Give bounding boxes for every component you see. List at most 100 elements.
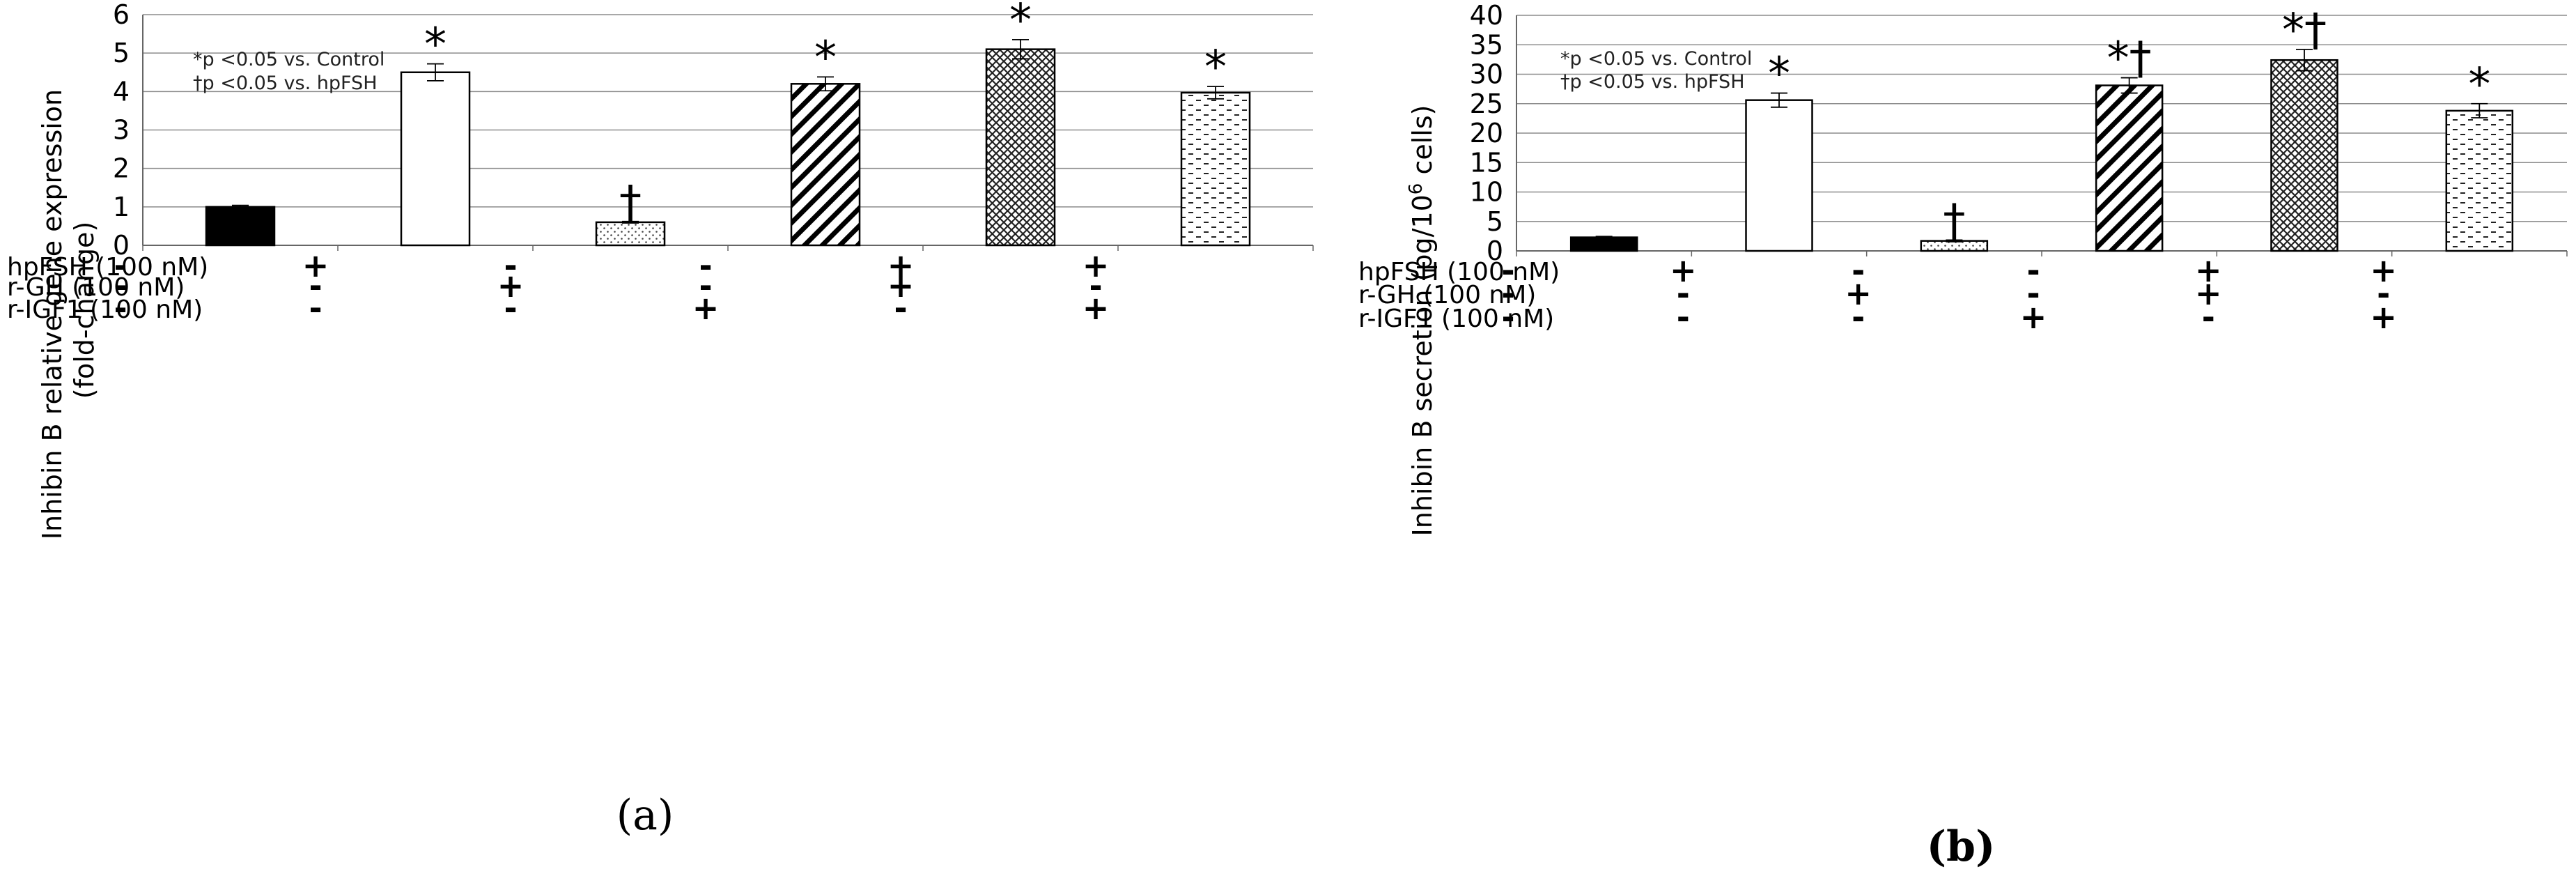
condition-sign: +	[2195, 275, 2222, 312]
condition-sign: -	[2377, 275, 2390, 312]
y-axis-title: Inhibin B relative gene expression (fold…	[37, 81, 100, 539]
significance-marker: *	[2468, 59, 2490, 111]
y-tick-label: 5	[113, 38, 130, 68]
condition-sign: -	[504, 289, 517, 327]
y-axis-title-main: Inhibin B secretion (pg/10	[1407, 194, 1438, 536]
bar	[790, 83, 861, 247]
condition-sign: -	[2026, 252, 2040, 289]
condition-sign: -	[114, 247, 127, 284]
panel-label-b: (b)	[1927, 822, 1996, 871]
bar	[400, 71, 471, 247]
condition-sign: +	[1083, 289, 1110, 327]
y-tick-label: 40	[1470, 0, 1503, 31]
condition-label: r-IGF1 (100 nM)	[7, 295, 203, 324]
gridlines	[1516, 15, 2567, 222]
condition-sign: -	[1501, 298, 1514, 336]
x-axis-tick-marks	[142, 245, 1314, 251]
y-tick-label: 0	[113, 230, 130, 261]
y-tick-label: 6	[113, 0, 130, 30]
y-axis-title-line1: Inhibin B relative gene expression	[37, 89, 68, 539]
condition-sign: -	[699, 247, 712, 284]
x-axis-tick-marks	[1516, 251, 2568, 256]
legend-note-control: *p <0.05 vs. Control	[1560, 48, 1752, 70]
significance-marker: *	[814, 32, 837, 84]
condition-sign: -	[114, 289, 127, 327]
panel-label-a: (a)	[616, 791, 674, 840]
condition-sign: -	[699, 267, 712, 305]
significance-marker: *†	[2282, 5, 2327, 56]
condition-sign: -	[1501, 252, 1514, 289]
legend-note-hpfsh: †p <0.05 vs. hpFSH	[193, 72, 378, 94]
condition-sign: +	[2370, 298, 2397, 336]
condition-sign: -	[1677, 275, 1690, 312]
y-tick-label: 0	[1487, 236, 1503, 266]
condition-table: hpFSH (100 nM)- + - - + +r-GH (100 nM)- - + - + -r…	[1358, 252, 2397, 336]
error-bars	[232, 38, 1224, 224]
bar	[1745, 99, 1813, 252]
condition-label: r-GH (100 nM)	[7, 273, 185, 302]
bar	[2445, 109, 2514, 252]
significance-marker: *	[424, 20, 447, 71]
y-tick-label: 25	[1470, 89, 1503, 119]
y-tick-label: 4	[113, 76, 130, 107]
y-tick-label: 2	[113, 153, 130, 184]
y-axis-title-superscript: 6	[1406, 183, 1427, 195]
y-tick-labels: 0 1 2 3 4 5 6	[113, 0, 130, 261]
condition-sign: +	[1083, 247, 1110, 284]
condition-sign: -	[1501, 275, 1514, 312]
significance-markers: *†*†*†*	[1768, 5, 2490, 247]
bar	[1569, 236, 1638, 252]
bar	[205, 206, 276, 247]
condition-label: hpFSH (100 nM)	[7, 253, 208, 282]
condition-label: r-IGF1 (100 nM)	[1358, 305, 1554, 333]
gridlines	[143, 14, 1313, 208]
condition-label: hpFSH (100 nM)	[1358, 258, 1560, 286]
condition-sign: -	[1677, 298, 1690, 336]
significance-markers: * † * * *	[424, 0, 1227, 229]
bar	[1180, 91, 1251, 247]
y-tick-label: 1	[113, 192, 130, 222]
legend-note-control: *p <0.05 vs. Control	[193, 49, 385, 70]
condition-sign: +	[497, 267, 525, 305]
condition-sign: +	[2195, 252, 2222, 289]
significance-marker: †	[1943, 195, 1965, 247]
condition-sign: -	[894, 289, 907, 327]
condition-sign: +	[887, 247, 915, 284]
condition-sign: -	[1852, 298, 1865, 336]
significance-marker: *†	[2107, 33, 2152, 85]
error-bars	[1595, 49, 2488, 243]
significance-marker: †	[619, 177, 642, 229]
condition-sign: -	[504, 247, 517, 284]
bar	[2095, 84, 2164, 252]
bar	[985, 48, 1056, 247]
y-axis-title-unit: cells)	[1407, 105, 1438, 183]
significance-marker: *	[1204, 42, 1227, 93]
y-axis-title-line2: (fold-change)	[69, 222, 100, 399]
significance-marker: *	[1768, 49, 1790, 100]
y-tick-label: 5	[1487, 206, 1503, 237]
y-tick-label: 10	[1470, 177, 1503, 208]
condition-sign: -	[309, 289, 322, 327]
condition-sign: +	[302, 247, 329, 284]
bar	[2270, 59, 2338, 252]
y-tick-label: 30	[1470, 59, 1503, 90]
condition-sign: +	[2020, 298, 2047, 336]
y-tick-label: 15	[1470, 147, 1503, 178]
condition-sign: +	[692, 289, 720, 327]
y-axis-title: Inhibin B secretion (pg/106 cells)	[1406, 105, 1438, 537]
condition-sign: +	[1845, 275, 1872, 312]
bar-series	[205, 48, 1251, 247]
condition-label: r-GH (100 nM)	[1358, 281, 1536, 309]
condition-sign: +	[887, 267, 915, 305]
condition-sign: -	[309, 267, 322, 305]
y-tick-label: 3	[113, 115, 130, 146]
condition-table: hpFSH (100 nM)- + - - + +r-GH (100 nM)- - + - + -r…	[7, 247, 1109, 327]
y-tick-label: 20	[1470, 118, 1503, 148]
condition-sign: -	[2026, 275, 2040, 312]
condition-sign: +	[1670, 252, 1697, 289]
condition-sign: -	[114, 267, 127, 305]
